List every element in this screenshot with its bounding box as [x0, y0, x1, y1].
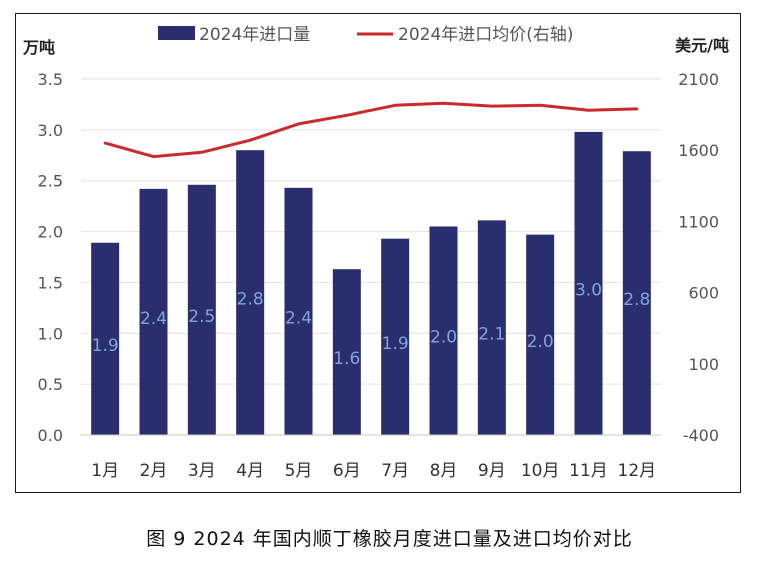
legend-bar-label: 2024年进口量: [199, 25, 310, 45]
left-tick-label: 0.5: [38, 375, 63, 394]
left-tick-label: 0.0: [38, 426, 63, 445]
bar-data-label: 2.8: [623, 290, 650, 310]
right-tick-label: 2100: [678, 70, 719, 89]
x-tick-label: 9月: [478, 461, 506, 481]
left-tick-label: 2.0: [38, 223, 63, 242]
x-tick-label: 6月: [333, 461, 361, 481]
x-tick-label: 10月: [521, 461, 560, 481]
bar-data-label: 1.9: [92, 336, 119, 356]
x-tick-label: 7月: [381, 461, 409, 481]
bar-data-label: 2.1: [478, 325, 505, 345]
x-tick-label: 4月: [236, 461, 264, 481]
right-tick-label: 1100: [678, 212, 719, 231]
figure-caption: 图 9 2024 年国内顺丁橡胶月度进口量及进口均价对比: [0, 524, 779, 551]
right-axis-unit: 美元/吨: [675, 36, 729, 55]
bar-data-label: 2.0: [430, 328, 457, 348]
right-tick-label: 100: [688, 355, 719, 374]
bar-data-label: 1.9: [382, 334, 409, 354]
left-tick-label: 1.5: [38, 273, 63, 292]
x-tick-label: 11月: [569, 461, 608, 481]
bar-data-label: 2.8: [237, 290, 264, 310]
left-tick-label: 1.0: [38, 324, 63, 343]
left-tick-label: 3.0: [38, 121, 63, 140]
bar-data-label: 2.4: [140, 309, 167, 329]
x-tick-label: 8月: [430, 461, 458, 481]
bar-data-label: 3.0: [575, 280, 602, 300]
bar-data-label: 1.6: [333, 349, 360, 369]
bar-data-label: 2.5: [188, 307, 215, 327]
x-tick-label: 3月: [188, 461, 216, 481]
right-tick-label: 600: [688, 284, 719, 303]
right-tick-label: -400: [683, 426, 719, 445]
x-tick-label: 5月: [285, 461, 313, 481]
left-tick-label: 3.5: [38, 70, 63, 89]
right-tick-label: 1600: [678, 141, 719, 160]
legend-line-label: 2024年进口均价(右轴): [398, 25, 574, 45]
x-tick-label: 2月: [140, 461, 168, 481]
left-tick-label: 2.5: [38, 172, 63, 191]
x-tick-label: 12月: [618, 461, 657, 481]
x-tick-label: 1月: [91, 461, 119, 481]
chart-frame: 0.0 0.5 1.0 1.5 2.0 2.5 3.0 3.5 -400 100 600 1100 16…: [15, 13, 741, 493]
bar-data-label: 2.0: [527, 332, 554, 352]
left-axis-unit: 万吨: [22, 38, 55, 57]
legend-bar-swatch: [158, 26, 195, 40]
chart: 0.0 0.5 1.0 1.5 2.0 2.5 3.0 3.5 -400 100 600 1100 16…: [16, 14, 742, 494]
bar-data-label: 2.4: [285, 308, 312, 328]
